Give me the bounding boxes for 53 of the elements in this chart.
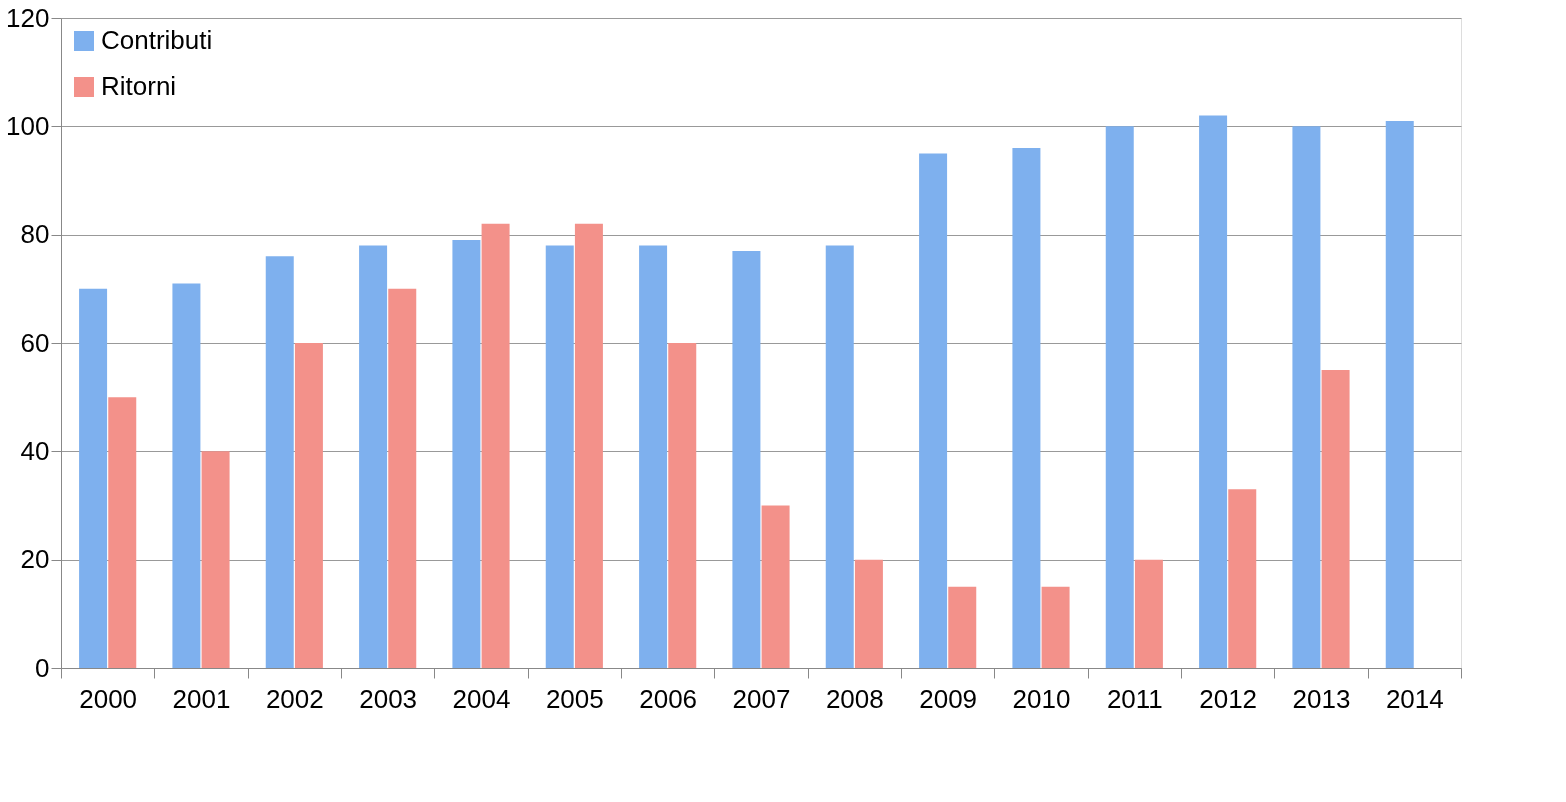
bar bbox=[1321, 370, 1350, 668]
bar bbox=[948, 586, 977, 668]
y-tick-label: 60 bbox=[20, 327, 50, 358]
bar bbox=[732, 250, 761, 668]
x-tick-label: 2007 bbox=[732, 683, 791, 714]
y-tick-label: 40 bbox=[20, 435, 50, 466]
bar bbox=[359, 245, 388, 668]
bar bbox=[574, 223, 603, 668]
bar bbox=[1134, 559, 1163, 668]
bar bbox=[1385, 120, 1414, 668]
bar bbox=[481, 223, 510, 668]
x-tick-label: 2009 bbox=[919, 683, 978, 714]
bar bbox=[1041, 586, 1070, 668]
legend-label: Ritorni bbox=[101, 71, 177, 101]
bar bbox=[452, 240, 481, 668]
bar bbox=[79, 288, 108, 668]
bar bbox=[201, 451, 230, 668]
bar bbox=[854, 559, 883, 668]
bar bbox=[108, 397, 137, 668]
y-tick-label: 80 bbox=[20, 219, 50, 250]
bar bbox=[388, 288, 417, 668]
bar bbox=[1292, 126, 1321, 668]
bar bbox=[1012, 148, 1041, 668]
legend-label: Contributi bbox=[101, 25, 213, 55]
x-tick-label: 2011 bbox=[1106, 683, 1163, 714]
x-tick-label: 2002 bbox=[265, 683, 324, 714]
x-tick-label: 2010 bbox=[1012, 683, 1071, 714]
x-tick-label: 2014 bbox=[1385, 683, 1444, 714]
bar bbox=[825, 245, 854, 668]
x-tick-label: 2004 bbox=[452, 683, 511, 714]
x-tick-label: 2005 bbox=[545, 683, 604, 714]
bar bbox=[761, 505, 790, 668]
bar bbox=[1199, 115, 1228, 668]
x-tick-label: 2013 bbox=[1292, 683, 1351, 714]
x-tick-label: 2008 bbox=[825, 683, 884, 714]
x-tick-label: 2006 bbox=[639, 683, 698, 714]
y-tick-label: 0 bbox=[35, 652, 50, 683]
bar bbox=[265, 256, 294, 668]
x-tick-label: 2003 bbox=[359, 683, 418, 714]
bar bbox=[172, 283, 201, 668]
bar bbox=[294, 343, 323, 668]
y-tick-label: 120 bbox=[6, 2, 50, 33]
bar bbox=[668, 343, 697, 668]
x-tick-label: 2012 bbox=[1199, 683, 1258, 714]
x-tick-label: 2000 bbox=[79, 683, 138, 714]
bar bbox=[1228, 489, 1257, 668]
bar bbox=[1105, 126, 1134, 668]
bar bbox=[639, 245, 668, 668]
bar bbox=[545, 245, 574, 668]
x-tick-label: 2001 bbox=[172, 683, 231, 714]
y-tick-label: 100 bbox=[6, 110, 50, 141]
y-tick-label: 20 bbox=[20, 544, 50, 575]
bar bbox=[919, 153, 948, 668]
